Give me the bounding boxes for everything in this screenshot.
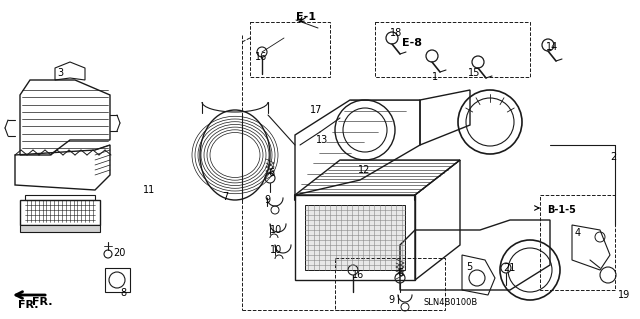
- Text: 18: 18: [390, 28, 403, 38]
- Text: B-1-5: B-1-5: [547, 205, 576, 215]
- Bar: [335, 258, 445, 310]
- Text: 16: 16: [255, 52, 268, 62]
- Bar: [540, 195, 615, 290]
- Text: 12: 12: [358, 165, 371, 175]
- Text: E-1: E-1: [296, 12, 316, 22]
- Text: FR.: FR.: [18, 300, 38, 310]
- Bar: [375, 22, 530, 77]
- Text: E-8: E-8: [402, 38, 422, 48]
- Text: 20: 20: [113, 248, 125, 258]
- Text: 6: 6: [397, 268, 403, 278]
- Text: 3: 3: [57, 68, 63, 78]
- Text: FR.: FR.: [32, 297, 52, 307]
- Text: 10: 10: [270, 245, 282, 255]
- Polygon shape: [20, 225, 100, 232]
- Polygon shape: [305, 205, 405, 270]
- Text: 9: 9: [264, 195, 270, 205]
- Text: 6: 6: [268, 168, 274, 178]
- Text: 11: 11: [143, 185, 156, 195]
- Text: SLN4B0100B: SLN4B0100B: [424, 298, 478, 307]
- Text: 2: 2: [610, 152, 616, 162]
- Text: 9: 9: [388, 295, 394, 305]
- Text: 4: 4: [575, 228, 581, 238]
- Text: 19: 19: [618, 290, 630, 300]
- Bar: [250, 22, 330, 77]
- Text: 14: 14: [546, 42, 558, 52]
- Text: 5: 5: [466, 262, 472, 272]
- Text: 10: 10: [270, 225, 282, 235]
- Text: 13: 13: [316, 135, 328, 145]
- Text: 7: 7: [222, 192, 228, 202]
- Text: 21: 21: [503, 263, 515, 273]
- Text: 8: 8: [120, 288, 126, 298]
- Text: 15: 15: [468, 68, 481, 78]
- Text: 17: 17: [310, 105, 323, 115]
- Text: 16: 16: [352, 270, 364, 280]
- Text: 1: 1: [432, 72, 438, 82]
